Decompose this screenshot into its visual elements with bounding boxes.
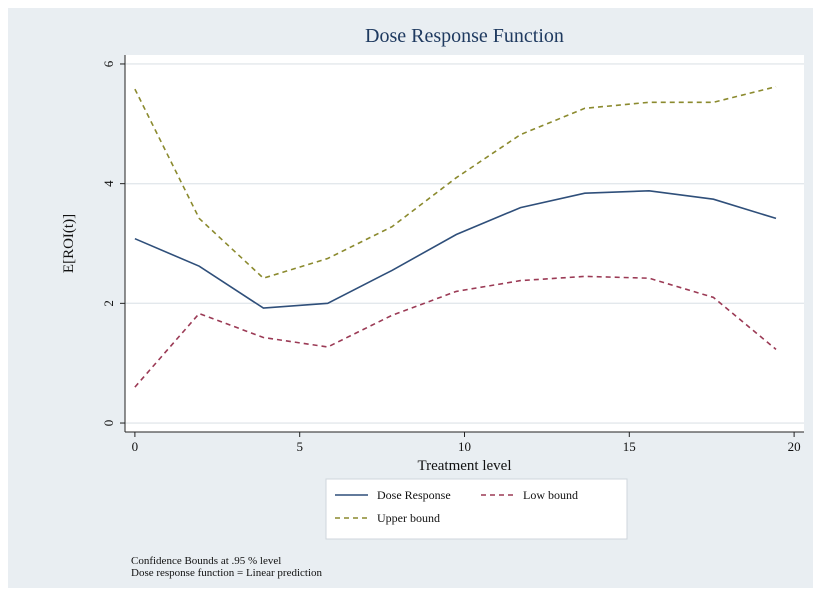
- note-confidence-bounds: Confidence Bounds at .95 % level: [131, 555, 282, 567]
- series-line-low-bound: [134, 275, 777, 388]
- chart-title: Dose Response Function: [365, 25, 564, 47]
- y-tick-label: 4: [101, 180, 116, 187]
- series-line-upper-bound: [134, 85, 777, 280]
- legend-box: [325, 478, 628, 540]
- x-tick-label: 10: [458, 439, 471, 454]
- x-tick-label: 15: [623, 439, 636, 454]
- y-tick-label: 2: [101, 300, 116, 307]
- legend-label: Upper bound: [377, 511, 440, 525]
- y-tick-label: 0: [101, 420, 116, 427]
- y-tick-label: 6: [101, 60, 116, 67]
- y-axis-title: E[ROI(t)]: [61, 214, 77, 273]
- legend-label: Dose Response: [377, 488, 451, 502]
- series-line-dose-response: [134, 189, 777, 309]
- x-axis-title: Treatment level: [417, 458, 511, 474]
- x-tick-label: 5: [296, 439, 303, 454]
- plot-area: [125, 55, 804, 432]
- dose-response-chart: 0 2 4 6 0 5 10 15 20 Dose Response Function Treatm…: [61, 25, 804, 540]
- legend-label: Low bound: [523, 488, 578, 502]
- chart-frame: 0 2 4 6 0 5 10 15 20 Dose Response Function Treatm…: [8, 8, 813, 588]
- note-linear-prediction: Dose response function = Linear predicti…: [131, 567, 323, 579]
- x-tick-label: 0: [132, 439, 139, 454]
- x-tick-label: 20: [788, 439, 801, 454]
